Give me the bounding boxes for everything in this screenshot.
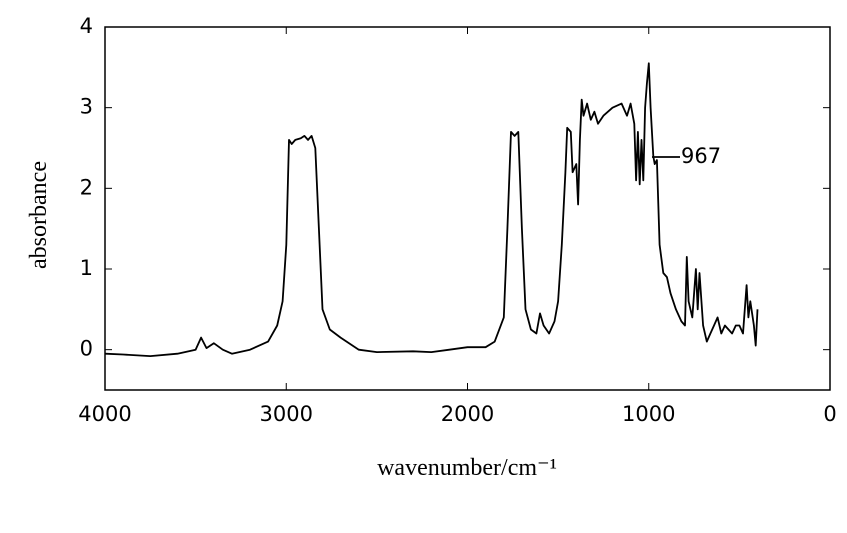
y-tick-label: 4: [80, 14, 93, 38]
y-tick-label: 2: [80, 175, 93, 199]
y-tick-label: 3: [80, 95, 93, 119]
y-axis-label: absorbance: [26, 161, 52, 269]
annotation: 967: [681, 144, 721, 168]
plot-frame: [104, 26, 831, 391]
x-axis-label: wavenumber/cm⁻¹: [377, 455, 557, 481]
spectrum-line: [104, 62, 759, 357]
x-tick-label: 0: [823, 402, 836, 426]
y-tick-label: 0: [80, 337, 93, 361]
x-tick-label: 3000: [260, 402, 313, 426]
y-tick-label: 1: [80, 256, 93, 280]
x-tick-label: 4000: [78, 402, 131, 426]
x-tick-label: 2000: [441, 402, 494, 426]
x-tick-label: 1000: [622, 402, 675, 426]
